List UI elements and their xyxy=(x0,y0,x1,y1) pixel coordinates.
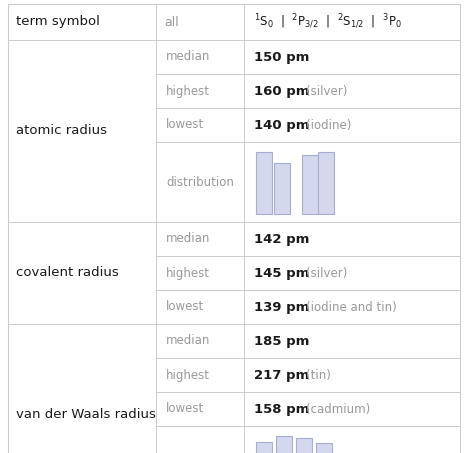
Bar xyxy=(274,163,290,214)
Text: 217 pm: 217 pm xyxy=(254,368,309,381)
Text: 139 pm: 139 pm xyxy=(254,300,309,313)
Text: atomic radius: atomic radius xyxy=(16,125,107,138)
Text: highest: highest xyxy=(166,368,210,381)
Text: 140 pm: 140 pm xyxy=(254,119,310,131)
Text: median: median xyxy=(166,334,210,347)
Bar xyxy=(316,443,332,453)
Text: 145 pm: 145 pm xyxy=(254,266,309,280)
Text: all: all xyxy=(164,15,179,29)
Text: covalent radius: covalent radius xyxy=(16,266,119,280)
Bar xyxy=(302,155,318,214)
Bar xyxy=(318,152,334,214)
Text: 150 pm: 150 pm xyxy=(254,50,309,63)
Bar xyxy=(256,442,272,453)
Text: lowest: lowest xyxy=(166,300,204,313)
Text: lowest: lowest xyxy=(166,403,204,415)
Text: 160 pm: 160 pm xyxy=(254,85,310,97)
Text: 158 pm: 158 pm xyxy=(254,403,309,415)
Text: distribution: distribution xyxy=(166,175,234,188)
Text: (silver): (silver) xyxy=(306,266,347,280)
Text: 185 pm: 185 pm xyxy=(254,334,309,347)
Text: median: median xyxy=(166,232,210,246)
Bar xyxy=(256,152,272,214)
Text: (iodine and tin): (iodine and tin) xyxy=(306,300,397,313)
Text: highest: highest xyxy=(166,266,210,280)
Text: highest: highest xyxy=(166,85,210,97)
Text: (silver): (silver) xyxy=(306,85,347,97)
Bar xyxy=(296,439,312,453)
Text: (cadmium): (cadmium) xyxy=(306,403,370,415)
Text: (iodine): (iodine) xyxy=(306,119,351,131)
Text: 142 pm: 142 pm xyxy=(254,232,309,246)
Text: lowest: lowest xyxy=(166,119,204,131)
Text: (tin): (tin) xyxy=(306,368,331,381)
Text: van der Waals radius: van der Waals radius xyxy=(16,409,156,421)
Text: term symbol: term symbol xyxy=(16,15,100,29)
Text: median: median xyxy=(166,50,210,63)
Bar xyxy=(276,436,292,453)
Text: $^{1}$S$_{0}$  |  $^{2}$P$_{3/2}$  |  $^{2}$S$_{1/2}$  |  $^{3}$P$_{0}$: $^{1}$S$_{0}$ | $^{2}$P$_{3/2}$ | $^{2}$… xyxy=(254,13,402,31)
